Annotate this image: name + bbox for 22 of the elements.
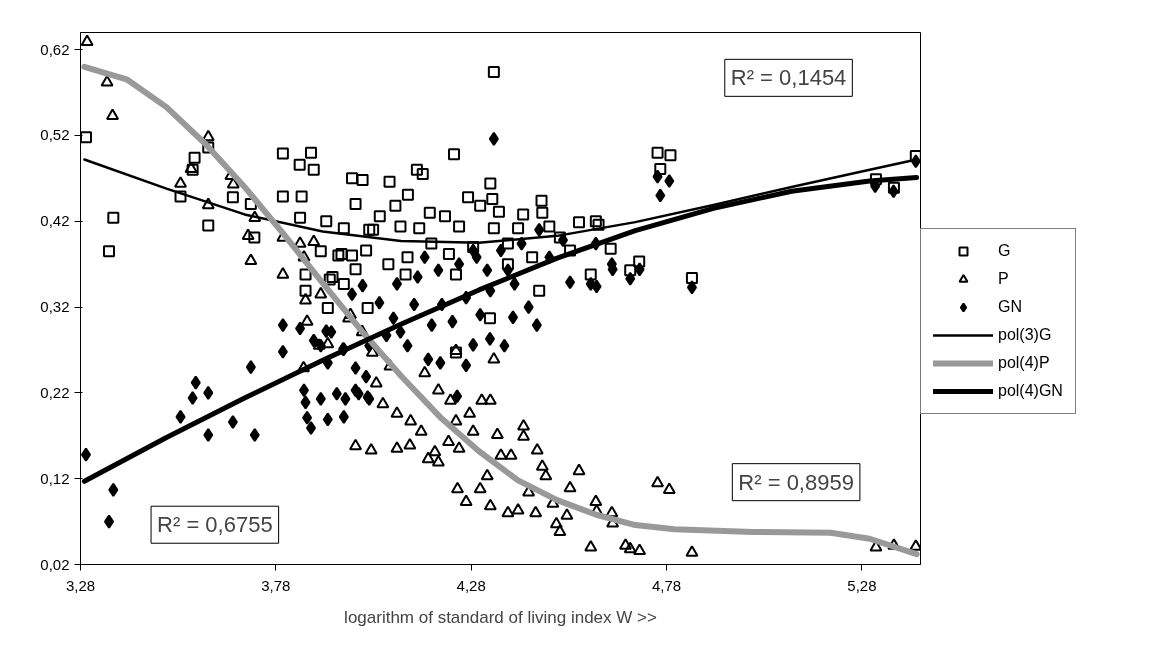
y-tick-label: 0,12 [40,469,70,487]
legend-label: P [998,270,1010,288]
legend-label: G [998,242,1012,260]
legend-label: pol(4)P [998,354,1050,372]
legend-label: pol(4)GN [998,382,1063,400]
y-tick-label: 0,22 [40,383,70,401]
y-tick-label: 0,02 [40,555,70,573]
y-tick-label: 0,52 [40,126,70,144]
x-tick-label: 5,28 [847,576,877,594]
annotation: R² = 0,8959 [738,469,854,495]
y-tick-label: 0,42 [40,212,70,230]
y-tick-label: 0,32 [40,298,70,316]
legend-label: GN [998,298,1022,316]
x-tick-label: 4,78 [651,576,682,594]
annotation: R² = 0,6755 [157,512,273,538]
x-tick-label: 4,28 [456,576,486,594]
annotation: R² = 0,1454 [730,65,847,91]
y-tick-label: 0,62 [40,40,70,58]
legend-label: pol(3)G [998,326,1052,344]
x-tick-label: 3,28 [65,576,96,594]
x-axis-title: logarithm of standard of living index W >> [344,607,657,627]
x-tick-label: 3,78 [261,576,291,594]
